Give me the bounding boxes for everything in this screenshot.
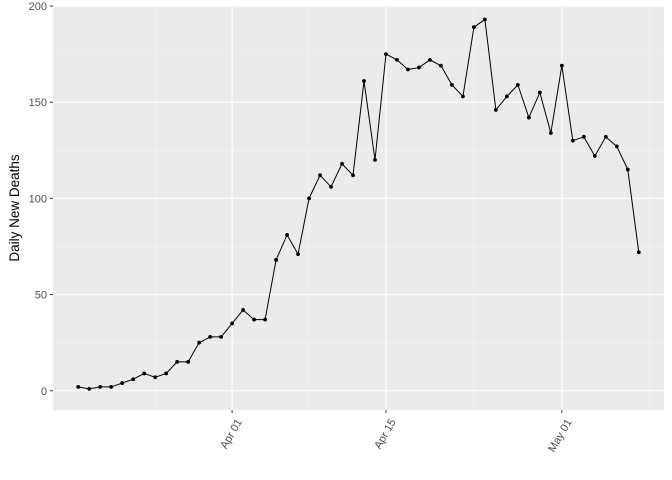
data-point <box>296 252 300 257</box>
y-axis: 0 50 100 150 200 <box>29 1 53 398</box>
data-point <box>493 107 498 112</box>
x-tick-label: May 01 <box>546 417 574 454</box>
x-axis: Apr 01 Apr 15 May 01 <box>218 410 575 454</box>
data-point <box>285 233 289 237</box>
major-gridlines <box>53 5 664 410</box>
data-point <box>362 79 366 83</box>
data-point <box>406 67 410 72</box>
data-point <box>472 25 476 30</box>
x-tick-label: Apr 01 <box>218 417 245 451</box>
data-point <box>340 161 344 166</box>
x-tick-label: Apr 15 <box>372 417 399 451</box>
data-point <box>175 360 180 364</box>
data-point <box>592 154 597 158</box>
data-point <box>439 63 443 68</box>
y-tick-label: 200 <box>29 1 47 13</box>
data-point <box>219 334 224 339</box>
y-tick-label: 150 <box>29 97 47 109</box>
data-point <box>395 57 399 62</box>
data-point <box>87 386 92 391</box>
series-line <box>78 18 640 390</box>
data-point <box>461 94 465 99</box>
data-point <box>548 131 553 135</box>
data-point <box>428 57 432 62</box>
data-point <box>186 360 191 364</box>
y-tick-label: 0 <box>41 386 47 398</box>
data-point <box>559 63 564 68</box>
data-point <box>263 317 267 322</box>
data-point <box>164 371 169 376</box>
data-point <box>515 82 520 87</box>
data-point <box>131 377 136 382</box>
y-axis-title: Daily New Deaths <box>7 154 22 262</box>
data-point <box>482 17 487 22</box>
data-point <box>537 90 542 95</box>
data-point <box>603 134 608 139</box>
y-tick-label: 100 <box>29 193 47 205</box>
data-point <box>109 385 114 389</box>
data-point <box>417 65 421 70</box>
data-point <box>625 167 630 172</box>
data-point <box>274 258 278 262</box>
data-point <box>76 385 81 389</box>
data-point <box>581 134 586 139</box>
data-point <box>329 184 333 189</box>
series-deaths <box>76 17 641 391</box>
plot-panel <box>53 6 664 410</box>
data-point <box>197 340 202 345</box>
data-point <box>636 250 641 255</box>
data-point <box>570 138 575 143</box>
data-point <box>318 173 322 178</box>
data-point <box>351 173 355 178</box>
data-point <box>208 334 213 339</box>
data-point <box>526 115 531 120</box>
data-point <box>120 381 125 385</box>
data-point <box>450 82 454 87</box>
y-tick-label: 50 <box>35 290 47 302</box>
data-point <box>98 385 103 389</box>
data-point <box>252 317 256 322</box>
data-point <box>153 375 158 380</box>
data-point <box>614 144 619 149</box>
data-point <box>307 196 311 201</box>
data-point <box>373 158 377 162</box>
data-point <box>230 321 235 326</box>
data-point <box>384 52 388 56</box>
data-point <box>241 308 245 312</box>
data-point <box>504 94 509 99</box>
data-point <box>142 371 147 376</box>
